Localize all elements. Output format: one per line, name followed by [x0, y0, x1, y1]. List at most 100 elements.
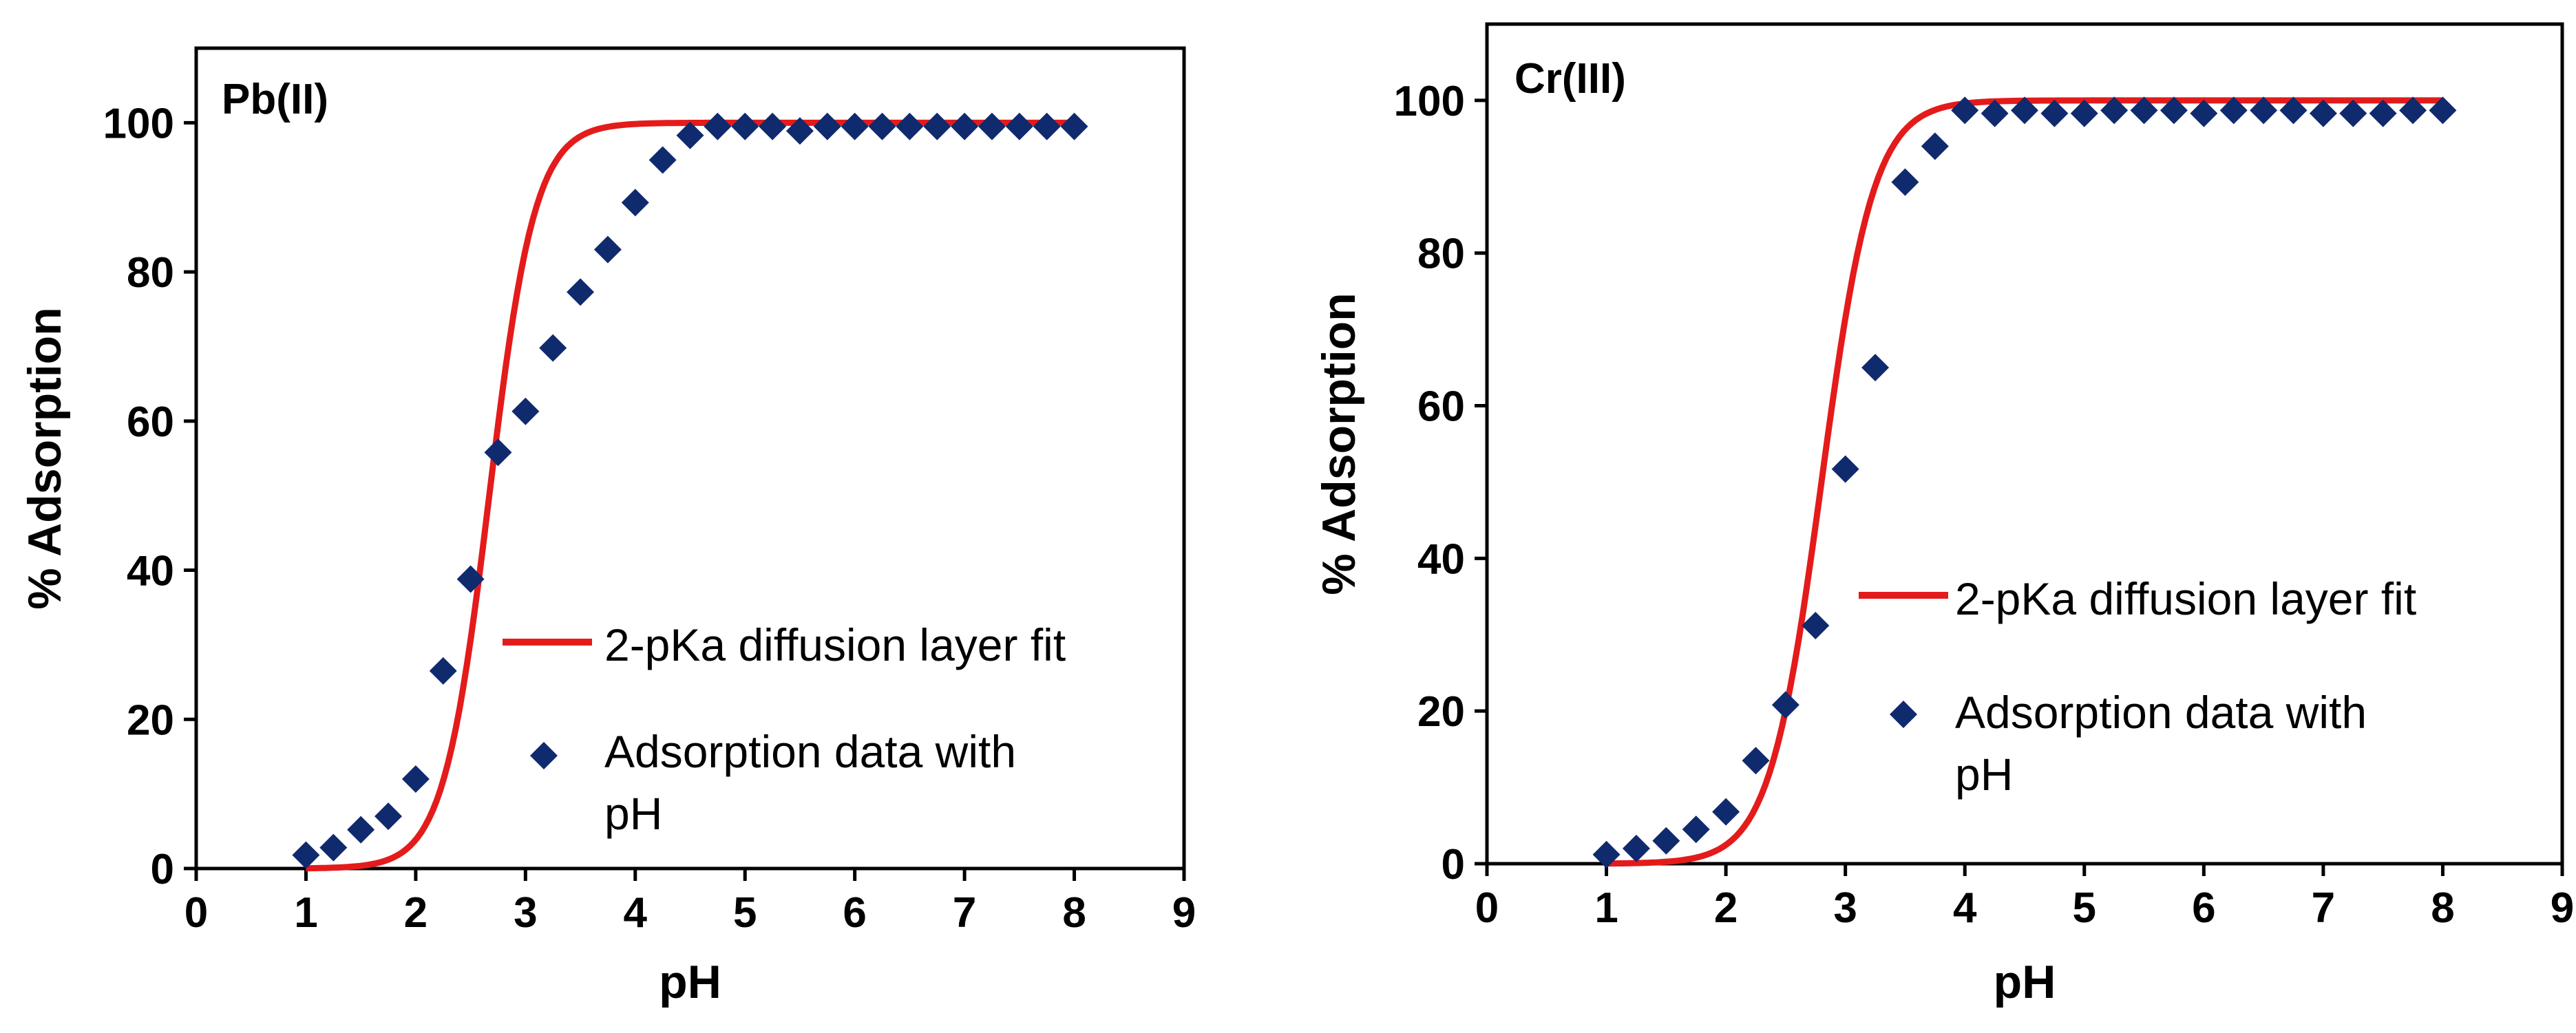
data-point	[785, 117, 814, 145]
data-point	[1921, 132, 1949, 160]
y-tick-label: 20	[127, 696, 174, 744]
x-tick-label: 6	[2192, 884, 2215, 932]
data-point	[539, 334, 567, 362]
data-point	[1771, 691, 1799, 719]
y-axis-label: % Adsorption	[1313, 292, 1365, 595]
x-tick-label: 6	[843, 889, 866, 937]
data-point	[2040, 99, 2069, 127]
data-point	[841, 112, 869, 140]
data-point	[2429, 96, 2457, 125]
data-point	[731, 112, 759, 140]
data-point	[1005, 112, 1033, 140]
y-axis-label: % Adsorption	[19, 307, 71, 609]
legend-label-data-cont: pH	[1955, 749, 2013, 800]
data-point	[2070, 99, 2098, 127]
x-tick-label: 4	[624, 889, 648, 937]
data-point	[868, 112, 896, 140]
y-tick-label: 0	[151, 846, 174, 893]
data-point	[2339, 99, 2367, 127]
x-tick-label: 5	[733, 889, 757, 937]
x-tick-label: 2	[1714, 884, 1738, 932]
data-point	[2011, 96, 2038, 125]
data-point	[374, 802, 403, 831]
x-tick-label: 2	[404, 889, 427, 937]
x-tick-label: 5	[2073, 884, 2096, 932]
panel-title: Cr(III)	[1514, 55, 1626, 103]
y-tick-label: 40	[127, 548, 174, 595]
data-point	[567, 278, 595, 306]
x-tick-label: 0	[184, 889, 208, 937]
y-tick-label: 100	[103, 100, 174, 147]
y-tick-label: 60	[1417, 383, 1465, 431]
data-point	[896, 112, 924, 140]
data-point	[429, 657, 457, 685]
data-point	[813, 112, 841, 140]
y-tick-label: 80	[1417, 231, 1465, 278]
data-point	[2250, 96, 2278, 125]
y-tick-label: 20	[1417, 688, 1465, 736]
data-point	[2190, 99, 2218, 127]
x-tick-label: 9	[2551, 884, 2574, 932]
data-point	[2399, 96, 2427, 125]
plot-frame	[1485, 22, 2564, 866]
data-point	[648, 146, 677, 174]
chart-panel-pb: 0 20 40 60 80 100 0 1 2 3 4 5 6 7 8 9 pH % Adsorption Pb(I…	[19, 46, 1196, 1008]
data-point	[1861, 354, 1890, 382]
data-point	[2130, 96, 2158, 125]
data-point	[1831, 455, 1859, 483]
data-point	[1033, 112, 1061, 140]
data-point	[292, 841, 320, 869]
data-point	[456, 565, 485, 593]
x-tick-label: 3	[514, 889, 537, 937]
x-tick-label: 0	[1475, 884, 1499, 932]
data-point	[1742, 747, 1770, 775]
y-tick-label: 80	[127, 249, 174, 297]
y-tick-label: 40	[1417, 535, 1465, 583]
x-axis-label: pH	[1994, 956, 2056, 1008]
x-tick-label: 8	[2431, 884, 2454, 932]
data-point	[593, 235, 622, 264]
x-tick-label: 1	[1594, 884, 1618, 932]
chart-panel-cr: 0 20 40 60 80 100 0 1 2 3 4 5 6 7 8 9 pH % Adsorption Cr(I…	[1313, 22, 2574, 1008]
data-point	[1951, 96, 1979, 125]
legend-label-fit: 2-pKa diffusion layer fit	[1955, 573, 2416, 624]
data-point	[319, 833, 348, 862]
data-point	[2219, 96, 2248, 125]
data-point	[1981, 99, 2009, 127]
data-point	[1652, 827, 1680, 855]
data-point	[1891, 168, 1919, 196]
x-tick-label: 7	[2312, 884, 2335, 932]
data-point	[951, 112, 979, 140]
x-axis-label: pH	[659, 956, 721, 1008]
data-point	[2279, 96, 2308, 125]
data-point	[2309, 99, 2337, 127]
legend-marker-swatch	[530, 742, 558, 769]
data-point	[1592, 840, 1620, 869]
x-tick-label: 9	[1172, 889, 1196, 937]
x-tick-label: 1	[294, 889, 317, 937]
data-point	[2369, 99, 2397, 127]
data-point	[978, 112, 1006, 140]
x-tick-label: 3	[1833, 884, 1857, 932]
data-point	[621, 189, 649, 217]
data-point	[1622, 834, 1650, 862]
x-tick-label: 4	[1953, 884, 1977, 932]
data-point	[704, 112, 732, 140]
y-tick-label: 100	[1394, 78, 1465, 125]
legend-label-data-cont: pH	[604, 788, 662, 839]
fit-curve	[1606, 97, 2443, 867]
data-point	[347, 816, 375, 844]
y-tick-label: 60	[127, 398, 174, 446]
data-point	[401, 765, 430, 793]
plot-frame	[194, 46, 1186, 871]
legend-marker-swatch	[1890, 701, 1917, 728]
data-point	[2100, 96, 2129, 125]
y-tick-label: 0	[1442, 841, 1465, 888]
data-point	[1712, 798, 1740, 826]
data-point	[759, 112, 787, 140]
data-point	[676, 121, 704, 149]
legend-label-data: Adsorption data with	[1955, 687, 2367, 738]
data-point	[484, 438, 512, 467]
x-tick-label: 7	[953, 889, 976, 937]
